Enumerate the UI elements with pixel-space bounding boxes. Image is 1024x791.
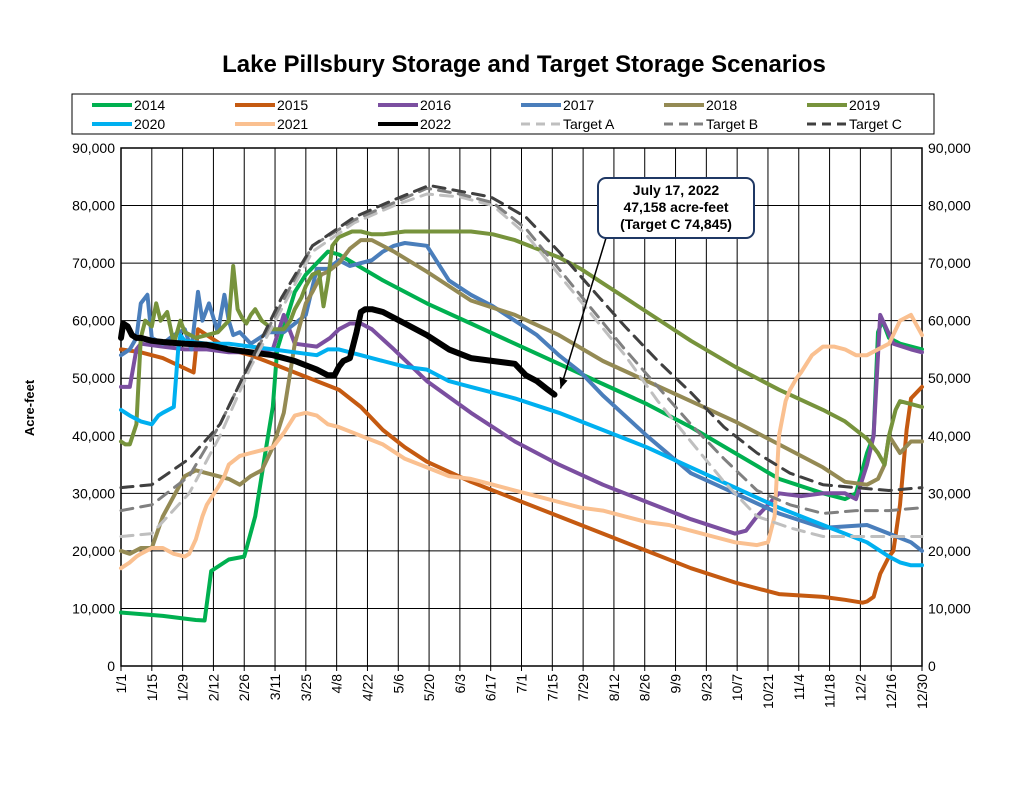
x-tick-label: 2/26 [236,674,252,701]
y-tick-label-left: 20,000 [72,543,115,559]
y-tick-label-left: 70,000 [72,255,115,271]
y-tick-label-right: 0 [928,658,936,674]
series-line-2021 [119,312,924,571]
legend-label-2020: 2020 [134,116,165,132]
y-tick-label-right: 20,000 [928,543,971,559]
x-tick-label: 8/12 [606,674,622,701]
legend-label-target-a: Target A [563,116,615,132]
x-tick-label: 1/1 [113,674,129,694]
x-tick-label: 8/26 [637,674,653,701]
y-axis-label: Acre-feet [22,379,37,436]
x-tick-label: 12/2 [852,674,868,701]
y-tick-label-left: 80,000 [72,198,115,214]
x-tick-label: 2/12 [205,674,221,701]
x-tick-label: 3/11 [267,674,283,700]
x-tick-label: 9/23 [698,674,714,701]
y-tick-label-right: 80,000 [928,198,971,214]
x-tick-label: 7/1 [514,674,530,694]
y-tick-label-right: 60,000 [928,313,971,329]
y-tick-label-right: 10,000 [928,600,971,616]
y-tick-label-right: 50,000 [928,370,971,386]
y-tick-label-left: 0 [107,658,115,674]
y-tick-label-right: 90,000 [928,140,971,156]
series-line-2018 [119,238,924,556]
x-tick-label: 11/18 [822,674,838,708]
callout-line: July 17, 2022 [633,182,720,198]
series-line-target-a [119,192,924,538]
series-line-target-c [119,183,924,492]
legend-label-target-c: Target C [849,116,902,132]
x-tick-label: 4/8 [329,674,345,694]
y-tick-label-left: 40,000 [72,428,115,444]
series-line-2020 [119,333,924,568]
legend-label-2015: 2015 [277,97,308,113]
x-tick-label: 12/30 [914,674,930,709]
y-tick-label-left: 90,000 [72,140,115,156]
x-tick-label: 1/29 [175,674,191,701]
callout-arrow-line [559,237,607,389]
x-tick-label: 7/29 [575,674,591,701]
legend-frame [71,93,935,135]
y-tick-label-left: 50,000 [72,370,115,386]
x-tick-label: 7/15 [544,674,560,701]
callout-line: 47,158 acre-feet [623,199,728,215]
y-tick-label-left: 30,000 [72,485,115,501]
series-line-2016 [119,312,924,536]
x-tick-label: 5/20 [421,674,437,701]
y-tick-label-left: 10,000 [72,600,115,616]
legend-label-2018: 2018 [706,97,737,113]
x-tick-label: 9/9 [668,674,684,694]
chart-title: Lake Pillsbury Storage and Target Storag… [222,51,826,78]
x-tick-label: 6/17 [483,674,499,701]
legend-label-target-b: Target B [706,116,758,132]
x-tick-label: 10/21 [760,674,776,709]
x-tick-label: 1/15 [144,674,160,701]
y-tick-label-right: 40,000 [928,428,971,444]
legend: 2014 2015 2016 2017 2018 2019 2020 2021 2022 Targ… [71,93,935,135]
x-tick-label: 5/6 [390,674,406,694]
legend-label-2019: 2019 [849,97,880,113]
series-line-2019 [119,229,924,467]
legend-label-2022: 2022 [420,116,451,132]
y-tick-label-left: 60,000 [72,313,115,329]
legend-label-2017: 2017 [563,97,594,113]
plot-area: 0 0 10,000 10,000 20,000 20,000 30,000 30,000 40… [72,140,971,709]
y-tick-label-right: 30,000 [928,485,971,501]
x-tick-label: 10/7 [729,674,745,701]
x-tick-label: 12/16 [883,674,899,709]
x-tick-label: 11/4 [791,674,807,700]
legend-label-2021: 2021 [277,116,308,132]
x-tick-label: 3/25 [298,674,314,701]
x-tick-label: 4/22 [359,674,375,701]
series-line-2022 [118,306,558,398]
callout-box [597,177,755,239]
y-tick-label-right: 70,000 [928,255,971,271]
callout-line: (Target C 74,845) [620,216,732,232]
x-tick-label: 6/3 [452,674,468,694]
callout-arrowhead [559,376,568,389]
legend-label-2016: 2016 [420,97,451,113]
legend-label-2014: 2014 [134,97,165,113]
